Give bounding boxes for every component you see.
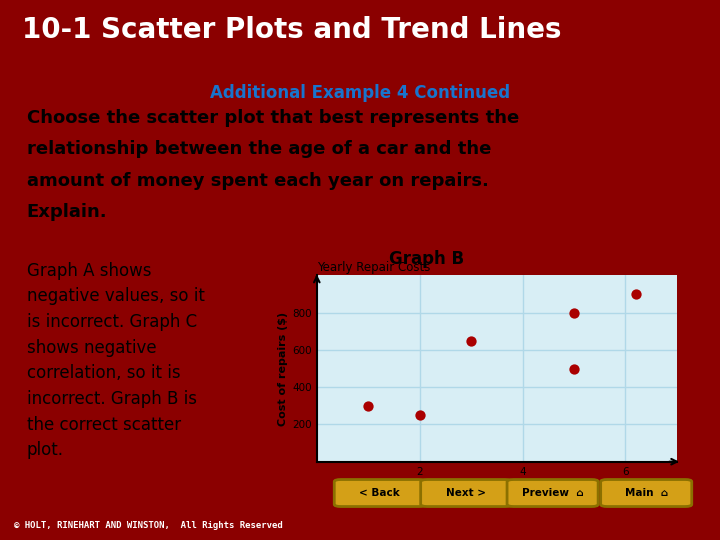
Y-axis label: Cost of repairs ($): Cost of repairs ($)	[278, 312, 288, 426]
Point	[362, 402, 374, 410]
Text: Additional Example 4 Continued: Additional Example 4 Continued	[210, 84, 510, 102]
Text: 10-1 Scatter Plots and Trend Lines: 10-1 Scatter Plots and Trend Lines	[22, 16, 561, 44]
Point	[414, 411, 426, 420]
Point	[465, 336, 477, 345]
FancyBboxPatch shape	[507, 480, 598, 507]
Text: negative values, so it: negative values, so it	[27, 287, 204, 306]
Text: © HOLT, RINEHART AND WINSTON,  All Rights Reserved: © HOLT, RINEHART AND WINSTON, All Rights…	[14, 521, 283, 530]
Text: Graph A shows: Graph A shows	[27, 262, 151, 280]
Text: Choose the scatter plot that best represents the: Choose the scatter plot that best repres…	[27, 109, 519, 127]
Text: shows negative: shows negative	[27, 339, 156, 357]
Text: is incorrect. Graph C: is incorrect. Graph C	[27, 313, 197, 331]
Text: Explain.: Explain.	[27, 204, 107, 221]
FancyBboxPatch shape	[600, 480, 692, 507]
X-axis label: Age of car (yr): Age of car (yr)	[451, 481, 542, 491]
Point	[568, 364, 580, 373]
FancyBboxPatch shape	[334, 480, 426, 507]
Point	[630, 289, 642, 298]
Text: Yearly Repair Costs: Yearly Repair Costs	[317, 261, 430, 274]
Point	[568, 308, 580, 317]
Text: amount of money spent each year on repairs.: amount of money spent each year on repai…	[27, 172, 488, 190]
Text: incorrect. Graph B is: incorrect. Graph B is	[27, 390, 197, 408]
Text: plot.: plot.	[27, 442, 63, 460]
FancyBboxPatch shape	[420, 480, 512, 507]
Text: correlation, so it is: correlation, so it is	[27, 364, 180, 382]
Text: Graph B: Graph B	[390, 250, 464, 268]
Text: the correct scatter: the correct scatter	[27, 416, 181, 434]
Text: relationship between the age of a car and the: relationship between the age of a car an…	[27, 140, 491, 158]
Text: Main  ⌂: Main ⌂	[625, 488, 667, 498]
Text: Next >: Next >	[446, 488, 486, 498]
Text: < Back: < Back	[359, 488, 400, 498]
Text: Preview  ⌂: Preview ⌂	[522, 488, 583, 498]
